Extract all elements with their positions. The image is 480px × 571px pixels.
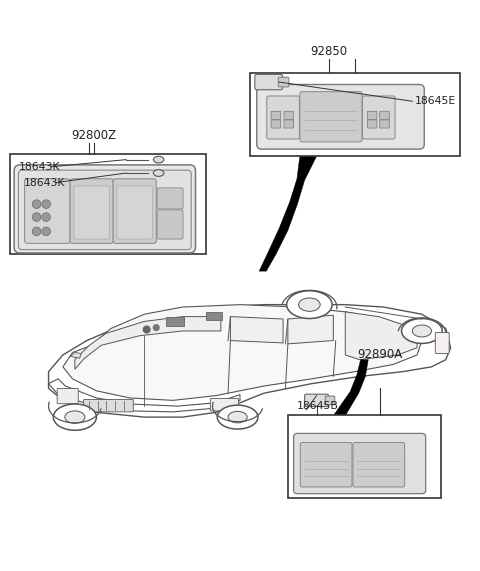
Text: 92800Z: 92800Z <box>72 129 117 142</box>
Bar <box>288 415 441 498</box>
Circle shape <box>42 227 50 236</box>
Bar <box>250 73 460 156</box>
Ellipse shape <box>299 298 320 311</box>
FancyBboxPatch shape <box>294 433 426 494</box>
Bar <box>206 312 222 320</box>
FancyBboxPatch shape <box>14 165 195 253</box>
Ellipse shape <box>154 170 164 176</box>
FancyBboxPatch shape <box>380 120 389 128</box>
Bar <box>10 154 206 255</box>
Circle shape <box>154 325 159 331</box>
FancyBboxPatch shape <box>353 443 405 487</box>
FancyBboxPatch shape <box>157 188 183 209</box>
FancyBboxPatch shape <box>278 77 289 87</box>
FancyBboxPatch shape <box>435 332 449 353</box>
FancyBboxPatch shape <box>305 394 328 407</box>
Text: 18643K: 18643K <box>19 162 60 172</box>
FancyBboxPatch shape <box>57 388 78 404</box>
Ellipse shape <box>412 325 432 337</box>
FancyBboxPatch shape <box>210 399 239 411</box>
FancyBboxPatch shape <box>267 96 300 139</box>
FancyBboxPatch shape <box>113 179 156 243</box>
FancyBboxPatch shape <box>18 170 191 250</box>
Text: 18645E: 18645E <box>415 96 456 106</box>
Circle shape <box>32 213 41 222</box>
Polygon shape <box>48 305 451 417</box>
FancyBboxPatch shape <box>367 111 377 119</box>
Polygon shape <box>288 315 333 344</box>
Ellipse shape <box>217 405 258 429</box>
Text: 18643K: 18643K <box>24 178 65 188</box>
FancyBboxPatch shape <box>117 186 153 239</box>
Ellipse shape <box>287 291 332 319</box>
Circle shape <box>32 200 41 208</box>
FancyBboxPatch shape <box>24 179 70 243</box>
Ellipse shape <box>228 411 247 423</box>
FancyBboxPatch shape <box>367 120 377 128</box>
FancyBboxPatch shape <box>300 92 362 142</box>
Polygon shape <box>63 305 422 400</box>
FancyBboxPatch shape <box>284 120 294 128</box>
FancyBboxPatch shape <box>257 85 424 149</box>
Polygon shape <box>333 360 368 416</box>
FancyBboxPatch shape <box>271 120 281 128</box>
FancyBboxPatch shape <box>325 396 335 405</box>
Ellipse shape <box>65 411 85 423</box>
FancyBboxPatch shape <box>157 210 183 239</box>
FancyBboxPatch shape <box>70 179 113 243</box>
Bar <box>166 316 184 326</box>
Circle shape <box>42 213 50 222</box>
Polygon shape <box>48 379 240 412</box>
Circle shape <box>32 227 41 236</box>
Polygon shape <box>75 316 221 369</box>
FancyBboxPatch shape <box>271 111 281 119</box>
FancyBboxPatch shape <box>74 186 109 239</box>
FancyBboxPatch shape <box>380 111 389 119</box>
Ellipse shape <box>53 404 96 431</box>
Polygon shape <box>230 316 283 343</box>
Circle shape <box>42 200 50 208</box>
Ellipse shape <box>154 156 164 163</box>
Text: 92890A: 92890A <box>357 348 403 361</box>
FancyBboxPatch shape <box>362 96 395 139</box>
Text: 92850: 92850 <box>310 45 347 58</box>
Polygon shape <box>70 352 81 358</box>
FancyBboxPatch shape <box>300 443 352 487</box>
FancyBboxPatch shape <box>284 111 294 119</box>
Circle shape <box>144 326 150 333</box>
FancyBboxPatch shape <box>255 74 283 90</box>
Polygon shape <box>345 312 417 360</box>
Text: 18645B: 18645B <box>297 401 338 411</box>
FancyBboxPatch shape <box>84 399 133 412</box>
Ellipse shape <box>402 319 442 343</box>
Polygon shape <box>259 156 317 271</box>
